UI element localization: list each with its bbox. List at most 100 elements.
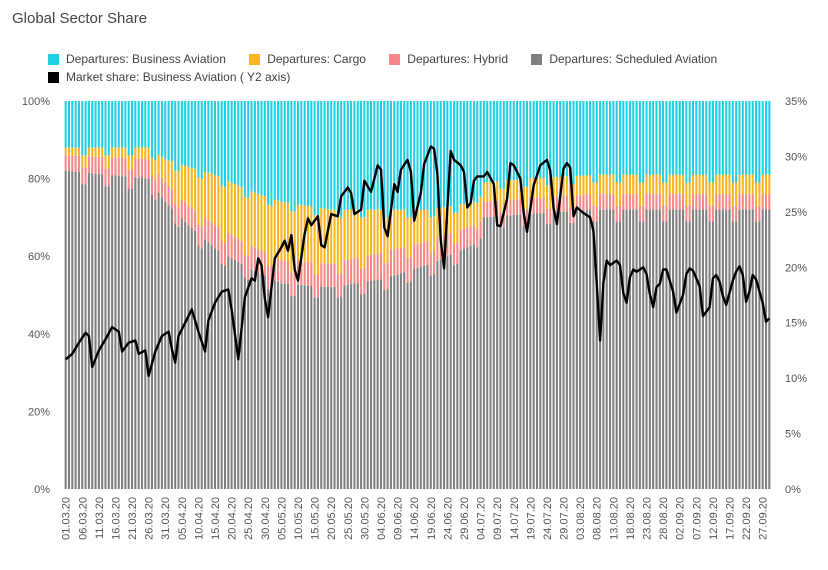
bar-cargo <box>91 147 94 157</box>
bar-sched <box>356 283 359 489</box>
x-tick-label: 08.08.20 <box>592 497 604 540</box>
bar-ba <box>233 101 236 185</box>
legend-item-cargo[interactable]: Departures: Cargo <box>249 50 366 68</box>
bar-cargo <box>117 147 120 158</box>
bar-sched <box>214 248 217 489</box>
bar-ba <box>625 101 628 175</box>
bar-sched <box>489 216 492 489</box>
bar-cargo <box>150 157 153 176</box>
bar-cargo <box>589 175 592 195</box>
bar-hybrid <box>486 201 489 218</box>
x-tick-label: 23.08.20 <box>642 497 654 540</box>
bar-cargo <box>529 178 532 198</box>
bar-hybrid <box>336 274 339 298</box>
bar-ba <box>396 101 399 210</box>
bar-hybrid <box>429 252 432 276</box>
bar-cargo <box>409 217 412 257</box>
bar-cargo <box>383 217 386 264</box>
bar-sched <box>373 280 376 489</box>
bar-hybrid <box>688 205 691 222</box>
bar-ba <box>758 101 761 183</box>
bar-sched <box>725 209 728 489</box>
bar-hybrid <box>230 234 233 259</box>
bar-hybrid <box>363 267 366 294</box>
bar-cargo <box>658 174 661 195</box>
bar-cargo <box>738 174 741 195</box>
bar-ba <box>638 101 641 183</box>
bar-hybrid <box>386 262 389 290</box>
legend-item-market-share[interactable]: Market share: Business Aviation ( Y2 axi… <box>48 68 290 86</box>
bar-cargo <box>595 182 598 206</box>
bar-hybrid <box>406 257 409 283</box>
bar-cargo <box>223 187 227 243</box>
bar-cargo <box>469 202 472 227</box>
bar-ba <box>572 101 575 184</box>
bar-sched <box>496 216 499 490</box>
bar-hybrid <box>396 248 399 275</box>
bar-ba <box>718 101 721 175</box>
bar-cargo <box>695 174 698 195</box>
bar-sched <box>589 210 592 489</box>
bar-sched <box>688 221 691 489</box>
bar-hybrid <box>705 194 708 210</box>
x-tick-label: 15.05.20 <box>310 497 322 540</box>
bar-sched <box>180 218 183 489</box>
bar-ba <box>257 101 260 194</box>
bar-sched <box>472 244 475 489</box>
bar-sched <box>668 209 671 489</box>
bar-ba <box>608 101 612 175</box>
legend-label-business-aviation: Departures: Business Aviation <box>66 52 226 66</box>
bar-cargo <box>287 202 290 261</box>
y2-tick-label: 35% <box>785 96 807 108</box>
bar-hybrid <box>177 207 180 227</box>
bar-sched <box>320 286 323 489</box>
bar-ba <box>160 101 163 157</box>
bar-cargo <box>144 147 147 160</box>
bar-cargo <box>127 155 130 170</box>
bar-ba <box>486 101 489 183</box>
bar-ba <box>745 101 748 175</box>
bar-sched <box>333 286 336 489</box>
bar-cargo <box>217 176 220 228</box>
y-tick-label: 40% <box>28 329 50 341</box>
bar-hybrid <box>731 205 734 222</box>
bar-hybrid <box>376 253 379 280</box>
bar-cargo <box>250 191 253 247</box>
bar-hybrid <box>748 194 751 210</box>
bar-sched <box>240 263 243 489</box>
bar-hybrid <box>150 175 153 195</box>
bar-hybrid <box>545 208 548 225</box>
bar-cargo <box>476 203 479 230</box>
x-tick-label: 12.09.20 <box>708 497 720 540</box>
x-tick-label: 15.04.20 <box>210 497 222 540</box>
bar-ba <box>283 101 286 203</box>
bar-cargo <box>698 174 701 195</box>
y2-tick-label: 5% <box>785 429 801 441</box>
bar-sched <box>755 221 758 489</box>
bar-ba <box>416 101 419 210</box>
bar-cargo <box>755 182 758 206</box>
bar-cargo <box>708 182 711 206</box>
bar-sched <box>237 262 240 489</box>
bar-ba <box>247 101 250 198</box>
bar-sched <box>682 209 685 489</box>
x-tick-label: 04.06.20 <box>376 497 388 540</box>
bar-cargo <box>688 182 691 206</box>
bar-ba <box>220 101 223 186</box>
bar-sched <box>287 283 290 489</box>
bar-sched <box>300 284 303 489</box>
bar-hybrid <box>745 194 748 210</box>
bar-sched <box>715 209 718 489</box>
bar-cargo <box>263 196 266 253</box>
bar-cargo <box>482 182 485 202</box>
bar-hybrid <box>97 156 100 174</box>
bar-sched <box>446 256 449 489</box>
bar-cargo <box>539 178 542 198</box>
legend-item-hybrid[interactable]: Departures: Hybrid <box>389 50 508 68</box>
legend-item-business-aviation[interactable]: Departures: Business Aviation <box>48 50 226 68</box>
bar-hybrid <box>462 228 465 250</box>
bar-sched <box>695 209 698 489</box>
legend-item-scheduled-aviation[interactable]: Departures: Scheduled Aviation <box>531 50 717 68</box>
bar-ba <box>270 101 273 207</box>
